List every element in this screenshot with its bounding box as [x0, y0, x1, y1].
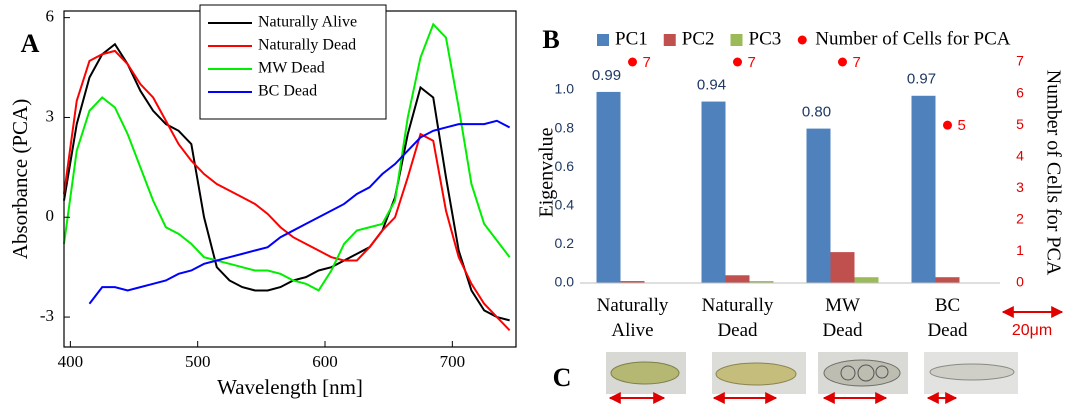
legend-label: Naturally Dead: [258, 37, 356, 54]
y2-tick-label: 1: [1016, 242, 1024, 258]
y-tick-label: 0.4: [555, 196, 575, 212]
legend-swatch: [597, 34, 609, 46]
panel-label: C: [553, 363, 572, 392]
scale-bar-label: 20μm: [1012, 322, 1052, 339]
bar: [725, 275, 750, 283]
bar: [749, 281, 774, 283]
legend-label: PC1: [615, 28, 648, 49]
x-tick-label: 700: [440, 352, 466, 371]
y-tick-label: 1.0: [555, 81, 575, 97]
legend-swatch: [797, 35, 807, 45]
legend-label: BC Dead: [258, 83, 317, 100]
y-tick-label: 0.8: [555, 119, 575, 135]
data-label: 0.94: [697, 77, 726, 94]
bar: [935, 277, 960, 283]
panel-label: A: [21, 29, 40, 58]
cell-granule: [875, 365, 889, 379]
data-label: 0.80: [802, 104, 831, 121]
y2-tick-label: 2: [1016, 211, 1024, 227]
x-tick-label: 500: [185, 352, 211, 371]
x-tick-label: Naturally Dead: [702, 295, 774, 341]
y-tick-label: 0.6: [555, 158, 575, 174]
cell: [929, 363, 1015, 381]
y2-tick-label: 5: [1016, 116, 1024, 132]
spectrum-line: [63, 49, 511, 332]
legend-swatch: [663, 34, 676, 46]
y-axis-title: Eigenvalue: [536, 127, 558, 217]
y2-tick-label: 3: [1016, 179, 1024, 195]
x-tick-label: BC Dead: [927, 295, 968, 341]
y-tick-label: 3: [46, 106, 55, 125]
cell: [610, 361, 680, 385]
cell-count-dot: [838, 57, 847, 67]
data-label: 0.99: [592, 67, 621, 84]
legend-swatch: [730, 34, 743, 46]
cell-images: [606, 352, 1018, 404]
y2-tick-label: 6: [1016, 84, 1024, 100]
y-tick-label: 0.0: [555, 274, 575, 290]
legend-label: PC2: [682, 28, 715, 49]
bar: [701, 101, 726, 283]
x-tick-label: 400: [58, 352, 84, 371]
x-tick-label: MW Dead: [822, 295, 863, 341]
y-axis-title: Absorbance (PCA): [8, 99, 32, 259]
data-label: 0.97: [907, 71, 936, 88]
data-label: 7: [748, 54, 756, 71]
cell-count-dot: [943, 120, 952, 130]
y-tick-label: 0: [46, 206, 55, 225]
panel-label: B: [542, 25, 559, 54]
data-label: 7: [853, 54, 861, 71]
bar: [806, 128, 831, 283]
bar: [911, 95, 936, 284]
legend-label: MW Dead: [258, 60, 325, 77]
spectrum-line: [63, 22, 511, 292]
bar: [854, 277, 879, 283]
data-label: 7: [643, 54, 651, 71]
legend-label: PC3: [749, 28, 782, 49]
bar: [620, 281, 645, 283]
data-label: 5: [958, 117, 966, 134]
legend-label: Naturally Alive: [258, 14, 357, 31]
cell-granule: [840, 365, 856, 381]
cell-count-dot: [733, 57, 742, 67]
spectrum-line: [88, 119, 511, 305]
cell-count-dot: [628, 57, 637, 67]
bar: [830, 252, 855, 283]
cell: [715, 362, 797, 386]
y2-tick-label: 4: [1016, 147, 1024, 163]
bar: [596, 91, 621, 284]
cell: [823, 359, 901, 387]
x-axis-title: Wavelength [nm]: [217, 375, 363, 399]
x-tick-label: Naturally Alive: [597, 295, 669, 341]
y-tick-label: 0.2: [555, 235, 575, 251]
y-tick-label: 6: [46, 7, 55, 26]
spectrum-line: [63, 42, 510, 322]
y2-tick-label: 0: [1016, 274, 1024, 290]
y2-axis-title: Number of Cells for PCA: [1042, 70, 1064, 276]
y2-tick-label: 7: [1016, 53, 1024, 69]
cell-granule: [857, 364, 875, 382]
y-tick-label: -3: [40, 306, 54, 325]
legend-label: Number of Cells for PCA: [815, 28, 1011, 49]
x-tick-label: 600: [312, 352, 338, 371]
